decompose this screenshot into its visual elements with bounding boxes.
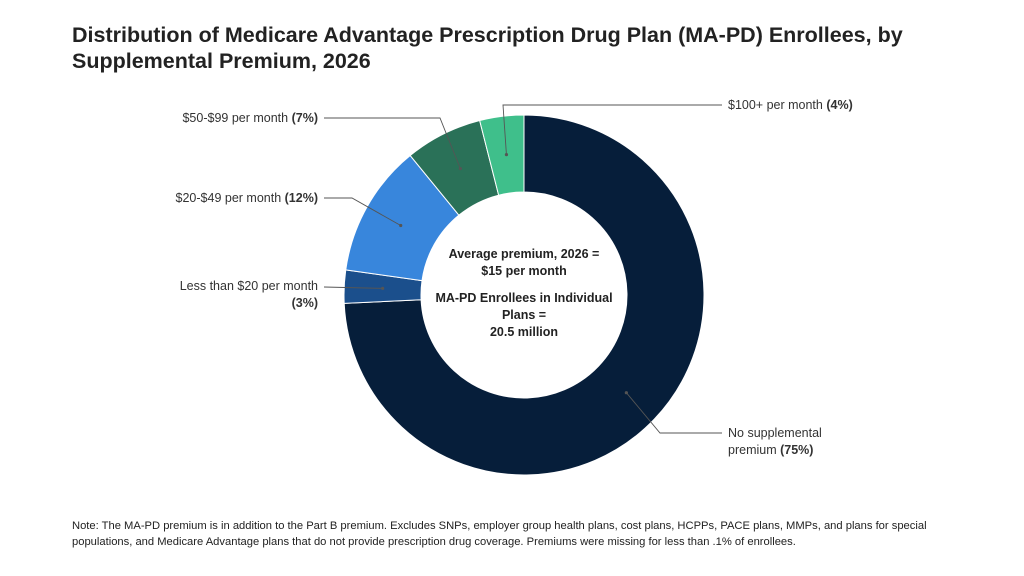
- donut-slice: [343, 114, 705, 476]
- leader-lines: [323, 104, 722, 434]
- slice-label: $50-$99 per month (7%): [182, 111, 318, 125]
- leader-line: [502, 104, 722, 155]
- slice-label: No supplemental premium (75%): [728, 426, 822, 457]
- center-text: Average premium, 2026 = $15 per month MA-…: [435, 247, 612, 339]
- footnote: Note: The MA-PD premium is in addition t…: [72, 520, 927, 548]
- leader-dot: [399, 223, 403, 228]
- leader-dot: [381, 286, 385, 291]
- slice-label: Less than $20 per month (3%): [180, 279, 318, 310]
- slice-label: $20-$49 per month (12%): [176, 191, 318, 205]
- donut-slices: [343, 114, 705, 476]
- slice-label: $100+ per month (4%): [728, 98, 853, 112]
- slice-labels: No supplemental premium (75%) Less than $2…: [176, 98, 853, 457]
- leader-dot: [624, 391, 628, 395]
- leader-line: [324, 197, 401, 226]
- leader-dot: [458, 167, 462, 171]
- center-label: Average premium, 2026 = $15 per month MA-…: [435, 247, 612, 339]
- donut-slice: [479, 114, 525, 196]
- leader-line: [626, 392, 722, 434]
- leader-line: [323, 286, 383, 289]
- leader-dot: [504, 152, 509, 157]
- leader-line: [324, 117, 461, 169]
- chart-title: Distribution of Medicare Advantage Presc…: [72, 23, 903, 73]
